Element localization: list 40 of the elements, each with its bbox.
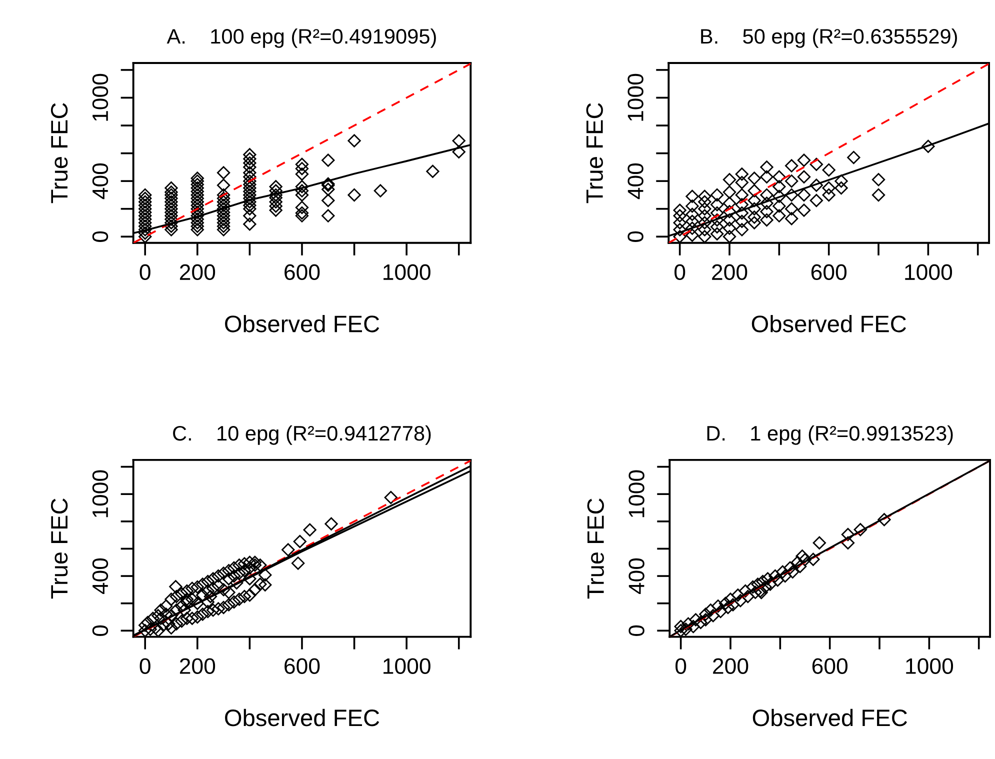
y-tick-label: 400 [628, 558, 644, 594]
x-tick-label: 600 [284, 658, 320, 674]
x-axis-title: Observed FEC [752, 314, 906, 332]
y-tick-label: 0 [92, 231, 108, 242]
chart-title: D. 1 epg (R²=0.9913523) [707, 425, 953, 445]
x-tick-label: 1000 [384, 658, 430, 674]
y-axis-title: True FEC [50, 103, 68, 204]
y-tick-label: 0 [628, 625, 644, 636]
y-axis-title: True FEC [50, 498, 68, 599]
y-tick-label: 0 [628, 231, 644, 242]
x-tick-label: 0 [674, 264, 686, 280]
y-tick-label: 1000 [628, 470, 644, 518]
x-tick-label: 200 [180, 264, 216, 280]
y-tick-label: 1000 [92, 74, 108, 121]
x-tick-label: 1000 [906, 658, 954, 674]
y-tick-label: 400 [92, 163, 108, 200]
y-tick-label: 0 [92, 625, 108, 636]
y-tick-label: 400 [628, 163, 644, 200]
y-tick-label: 400 [92, 558, 108, 594]
x-axis-title: Observed FEC [225, 708, 380, 726]
x-tick-label: 600 [811, 264, 847, 280]
chart-title: C. 10 epg (R²=0.9412778) [173, 425, 431, 445]
x-tick-label: 200 [180, 658, 216, 674]
x-tick-label: 1000 [905, 264, 952, 280]
x-tick-label: 200 [713, 658, 748, 674]
x-tick-label: 0 [140, 658, 150, 674]
y-axis-title: True FEC [587, 498, 604, 599]
chart-title: A. 100 epg (R²=0.4919095) [166, 28, 436, 48]
x-axis-title: Observed FEC [752, 708, 908, 726]
chart-title: B. 50 epg (R²=0.6355529) [701, 28, 957, 48]
x-tick-label: 1000 [384, 264, 430, 280]
x-tick-label: 200 [712, 264, 748, 280]
y-tick-label: 1000 [92, 470, 108, 518]
x-tick-label: 0 [140, 264, 150, 280]
x-tick-label: 600 [812, 658, 848, 674]
x-tick-label: 0 [676, 658, 686, 674]
y-axis-title: True FEC [586, 103, 603, 204]
x-axis-title: Observed FEC [225, 314, 380, 332]
x-tick-label: 600 [284, 264, 320, 280]
y-tick-label: 1000 [628, 74, 644, 121]
